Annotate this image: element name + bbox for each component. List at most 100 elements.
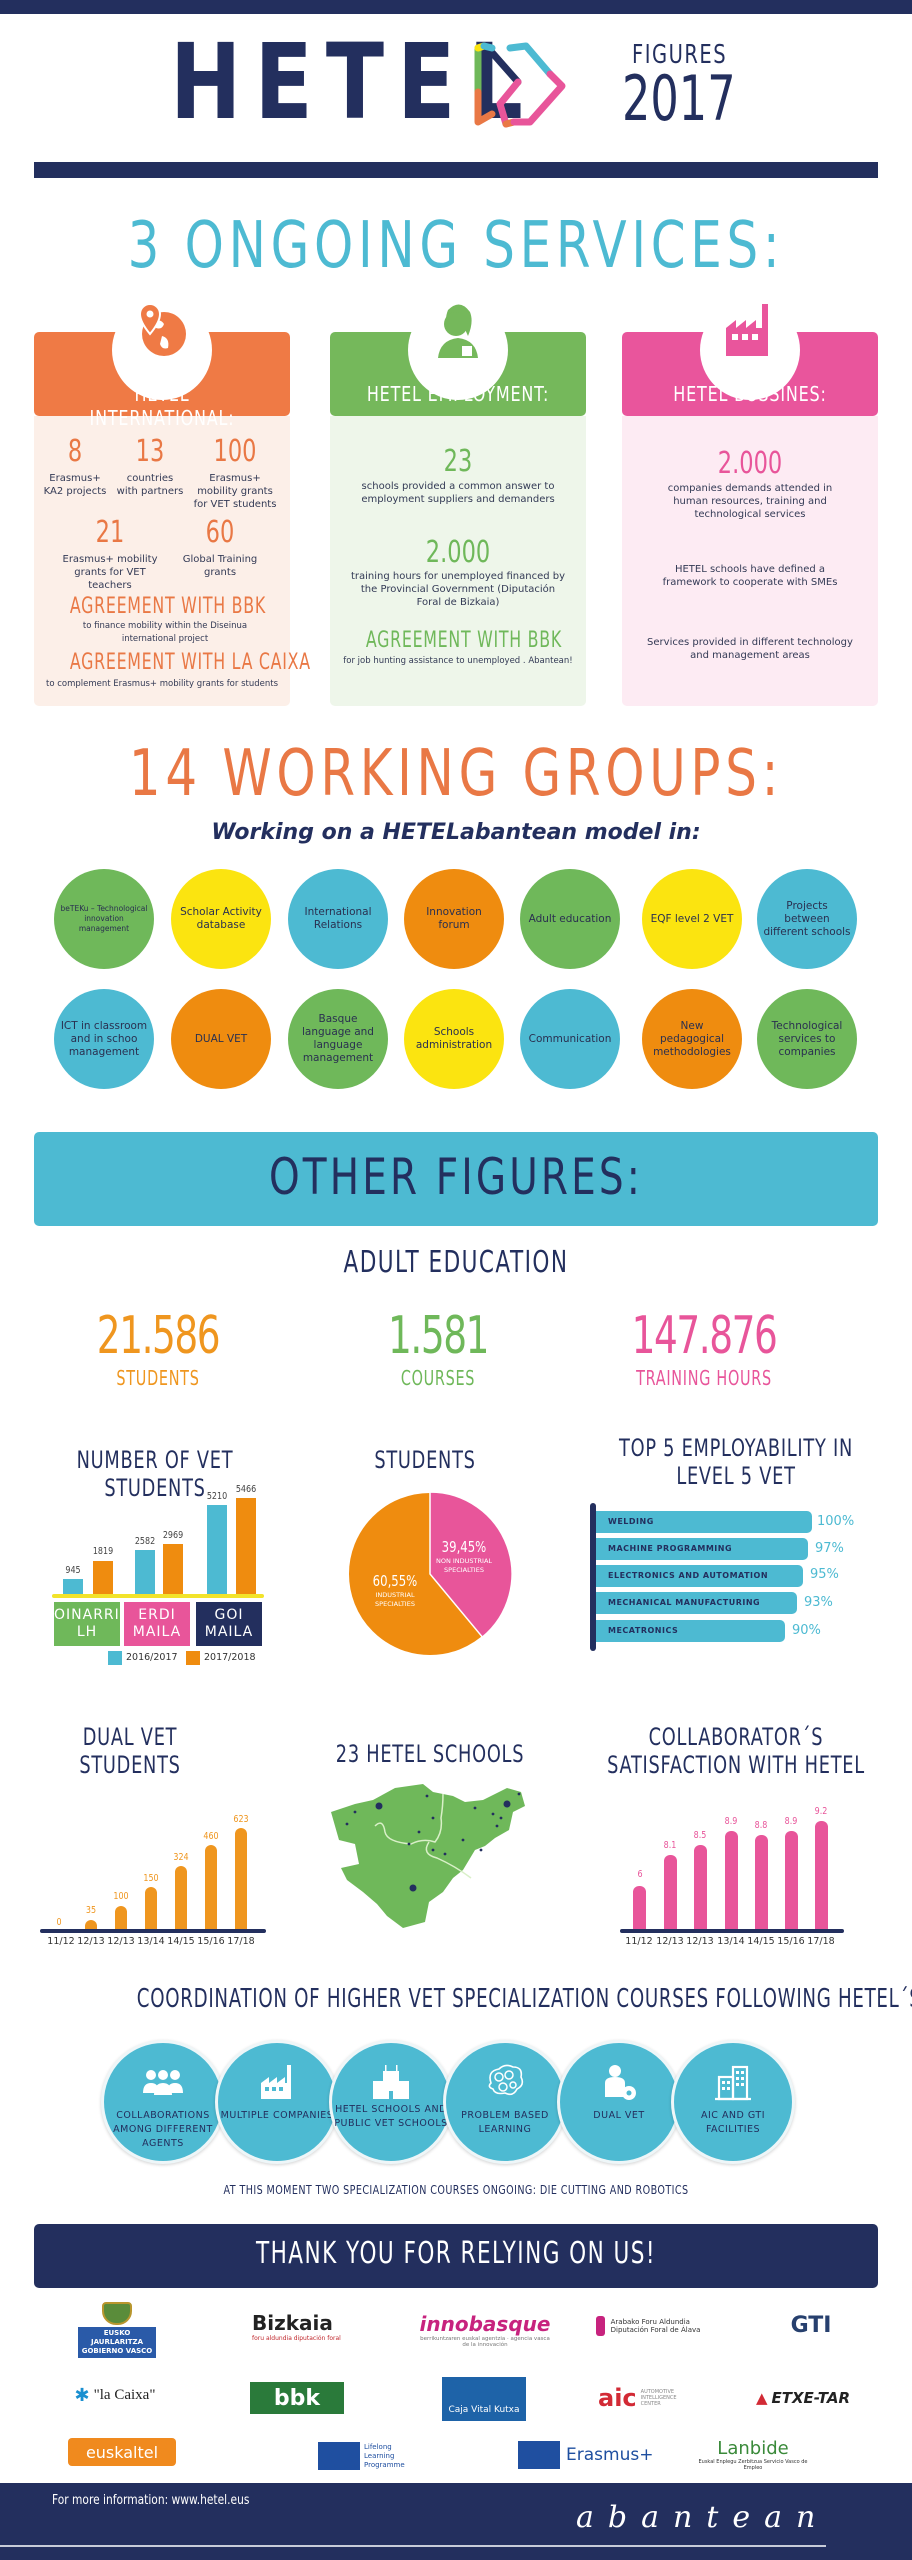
bar-value: 2582: [134, 1536, 156, 1547]
pie-slice-label: INDUSTRIAL SPECIALTIES: [375, 1591, 415, 1608]
axis-tick: 17/18: [227, 1936, 255, 1947]
students-pie-chart: [347, 1491, 513, 1657]
adult-courses-value: 1.581: [388, 1306, 489, 1366]
international-stat-label: Erasmus+ mobility grants for VET student…: [193, 473, 277, 510]
header-divider: [34, 162, 878, 178]
working-group-item: Basque language and language management: [288, 989, 388, 1089]
bar-2016-erdi: [135, 1550, 155, 1594]
bar-value: 324: [173, 1852, 189, 1863]
working-group-item: International Relations: [288, 869, 388, 969]
axis-tick: 12/13: [77, 1936, 105, 1947]
bar-value: 0: [56, 1917, 62, 1928]
working-group-item: Projects between different schools: [757, 869, 857, 969]
etxetar-mark-icon: ▲: [755, 2389, 768, 2407]
business-card-body: [622, 416, 878, 706]
brain-gears-icon: [488, 2064, 524, 2096]
sponsor-logo-lifelong-learning: Lifelong Learning Programme: [318, 2440, 418, 2472]
footer-info-link[interactable]: For more information: www.hetel.eus: [52, 2493, 250, 2508]
adult-education-title: ADULT EDUCATION: [343, 1245, 569, 1280]
international-card-body: [34, 416, 290, 706]
adult-courses-label: COURSES: [400, 1366, 476, 1390]
dual-vet-bar: [235, 1828, 247, 1931]
vet-students-chart-title: NUMBER OF VET STUDENTS: [76, 1446, 234, 1502]
satisfaction-bar: [785, 1831, 798, 1931]
sponsor-sub: Euskal Enplegu Zerbitzua Servicio Vasco …: [698, 2458, 808, 2471]
international-stat-value: 21: [95, 515, 125, 550]
working-group-item: Adult education: [520, 869, 620, 969]
dual-vet-bar: [205, 1845, 217, 1931]
international-stat-value: 13: [135, 434, 165, 469]
employability-bar-mechanical: MECHANICAL MANUFACTURING DESIGN: [596, 1592, 797, 1629]
globe-pin-icon: [138, 302, 186, 356]
vet-level-goi: GOI MAILA: [196, 1602, 262, 1646]
bar-value: 623: [233, 1814, 249, 1825]
agreement-bbk-text: to finance mobility within the Diseinua …: [82, 621, 248, 644]
bar-value: 2969: [162, 1530, 184, 1541]
coordination-item-label: AIC AND GTI FACILITIES: [700, 2110, 766, 2135]
abantean-brand: abantean: [576, 2500, 830, 2535]
international-stat-label: Erasmus+ KA2 projects: [43, 473, 107, 497]
vet-level-label: MAILA: [204, 1624, 254, 1640]
working-group-item: Innovation forum: [404, 869, 504, 969]
bar-value: 460: [203, 1831, 219, 1842]
working-groups-subtitle: Working on a HETELabantean model in:: [211, 820, 701, 845]
thanks-banner: [34, 2224, 878, 2288]
international-stat-label: countries with partners: [116, 473, 184, 497]
working-group-item: beTEKu – Technological innovation manage…: [54, 869, 154, 969]
axis-tick: 14/15: [167, 1936, 195, 1947]
bar-2017-erdi: [163, 1544, 183, 1594]
sponsor-logo-erasmus: Erasmus+: [518, 2440, 658, 2470]
sponsor-name: Lanbide: [717, 2437, 789, 2459]
sponsor-sub: berrikuntzaren euskal agentzia · agencia…: [420, 2336, 550, 2348]
satisfaction-bar: [633, 1886, 646, 1931]
sponsor-logo-lacaixa: ✱ "la Caixa": [60, 2380, 170, 2410]
bar-value: 8.9: [784, 1816, 798, 1827]
coordination-note: AT THIS MOMENT TWO SPECIALIZATION COURSE…: [223, 2183, 689, 2197]
bar-value: 8.1: [663, 1840, 677, 1851]
employability-value: 97%: [815, 1541, 844, 1556]
employment-card-body: [330, 416, 586, 706]
axis-tick: 13/14: [717, 1936, 745, 1947]
axis-tick: 17/18: [807, 1936, 835, 1947]
working-group-item: Scholar Activity database: [171, 869, 271, 969]
employment-stat-value: 23: [443, 444, 473, 479]
coordination-item-label: HETEL SCHOOLS AND PUBLIC VET SCHOOLS: [334, 2104, 448, 2129]
international-stat-label: Global Training grants: [182, 554, 258, 578]
factory-icon: [726, 304, 768, 356]
agreement-bbk-title: AGREEMENT WITH BBK: [69, 594, 266, 619]
bar-value: 5466: [235, 1484, 257, 1495]
sponsor-name: "la Caixa": [93, 2386, 156, 2403]
coordination-item-companies: MULTIPLE COMPANIES: [215, 2040, 339, 2164]
employment-agreement-title: AGREEMENT WITH BBK: [365, 628, 562, 653]
international-stat-value: 60: [205, 515, 235, 550]
sponsor-logo-lanbide: Lanbide Euskal Enplegu Zerbitzua Servici…: [698, 2432, 808, 2476]
sponsor-name: EUSKO JAURLARITZA GOBIERNO VASCO: [78, 2327, 156, 2358]
coordination-item-schools: HETEL SCHOOLS AND PUBLIC VET SCHOOLS: [329, 2040, 453, 2164]
international-stat-value: 100: [213, 434, 257, 469]
employability-bar-machine-programming: MACHINE PROGRAMMING: [596, 1538, 808, 1560]
figures-label: FIGURES: [632, 40, 728, 70]
axis-tick: 12/13: [656, 1936, 684, 1947]
axis-tick: 14/15: [747, 1936, 775, 1947]
legend-swatch-2016: [108, 1651, 122, 1665]
services-title: 3 ONGOING SERVICES:: [127, 209, 785, 283]
hetel-logo-arrows-icon: [474, 42, 566, 128]
bar-value: 150: [143, 1873, 159, 1884]
sponsor-name: Erasmus+: [566, 2445, 654, 2465]
axis-tick: 11/12: [625, 1936, 653, 1947]
bar-value: 8.8: [754, 1820, 768, 1831]
bar-value: 945: [65, 1565, 81, 1576]
satisfaction-bar: [725, 1831, 738, 1931]
dual-vet-bar: [115, 1906, 127, 1931]
coordination-item-facilities: AIC AND GTI FACILITIES: [671, 2040, 795, 2164]
vet-level-label: ERDI: [138, 1607, 176, 1623]
coordination-item-label: PROBLEM BASED LEARNING: [461, 2110, 549, 2135]
business-text: HETEL schools have defined a framework t…: [662, 564, 838, 588]
business-card-title: HETEL BUSSINES:: [673, 382, 827, 406]
vet-level-erdi: ERDI MAILA: [124, 1602, 190, 1646]
top-bar: [0, 0, 912, 14]
coat-of-arms-icon: [102, 2302, 132, 2325]
bar-value: 100: [113, 1891, 129, 1902]
footer: [0, 2483, 912, 2560]
agreement-lacaixa-text: to complement Erasmus+ mobility grants f…: [45, 679, 278, 689]
